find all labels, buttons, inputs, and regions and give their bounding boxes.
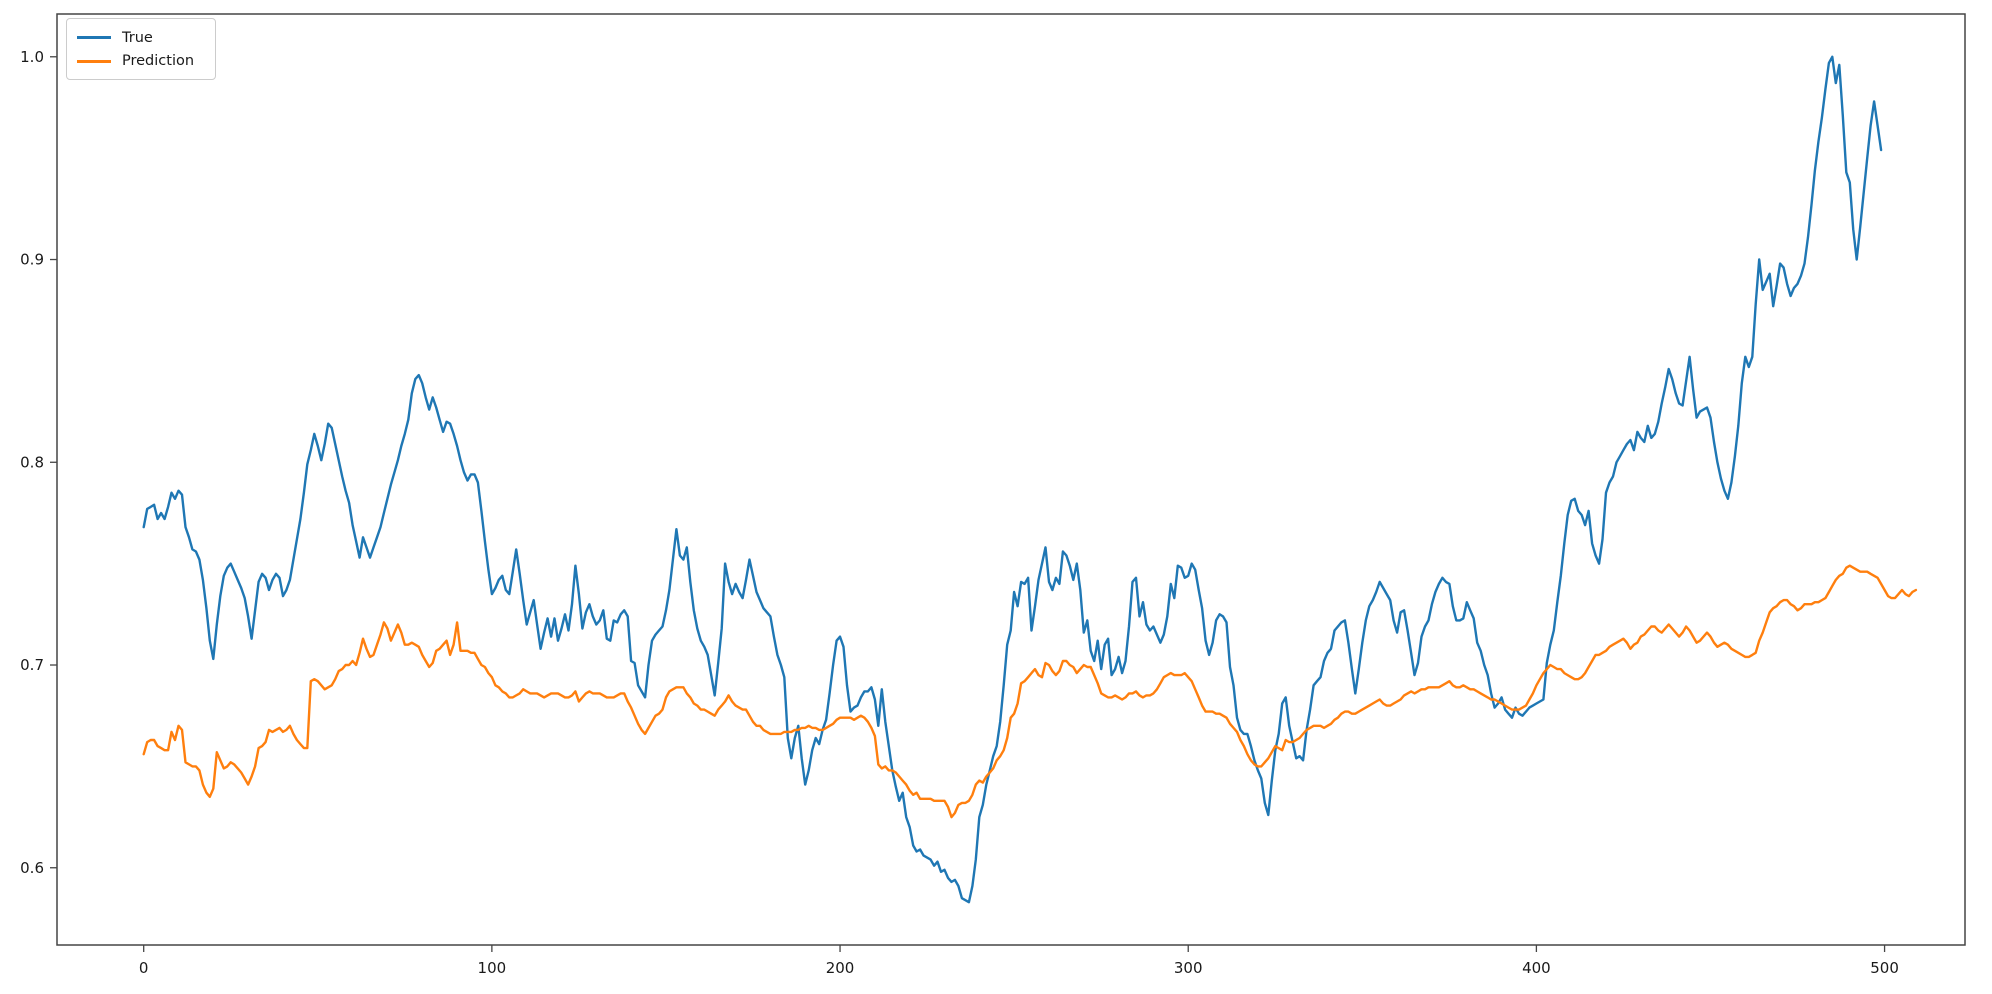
y-tick-label: 0.7 [20,656,44,674]
legend-label-true: True [122,29,153,46]
x-tick-label: 500 [1870,959,1899,977]
axes-frame [56,13,1966,946]
legend: True Prediction [66,18,216,80]
series-line-prediction [142,564,1918,819]
true-line-swatch [77,36,111,40]
prediction-line-swatch [77,59,111,63]
x-tick-label: 0 [139,959,149,977]
y-tick-label: 0.9 [20,251,44,269]
legend-label-prediction: Prediction [122,53,195,69]
y-tick-label: 0.6 [20,859,44,877]
legend-item-prediction: Prediction [77,50,205,74]
y-tick-label: 0.8 [20,453,44,471]
legend-item-true: True [77,26,205,50]
x-tick-label: 200 [826,959,855,977]
series-line-true [142,55,1883,904]
y-tick-label: 1.0 [20,48,44,66]
x-tick-label: 100 [478,959,507,977]
x-tick-label: 400 [1522,959,1551,977]
x-tick-label: 300 [1174,959,1203,977]
